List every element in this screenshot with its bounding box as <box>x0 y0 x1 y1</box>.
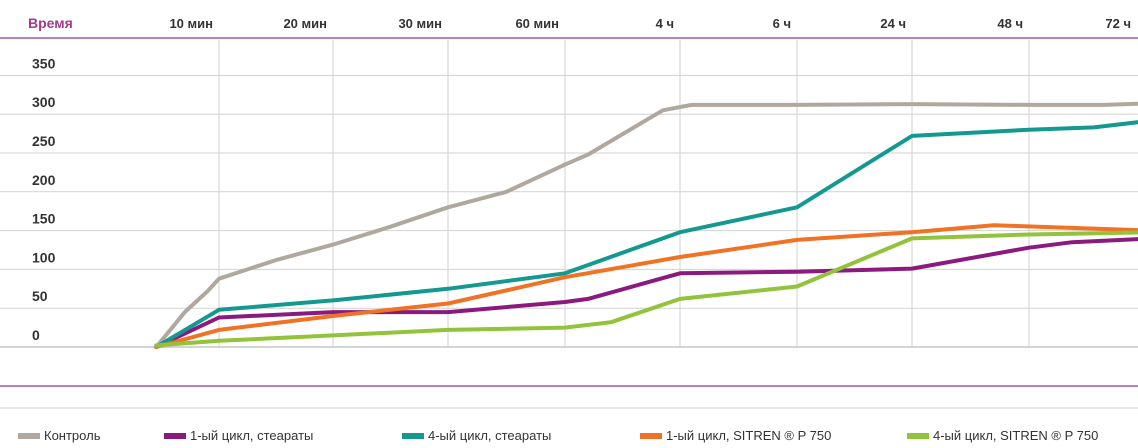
y-tick-label: 350 <box>32 55 56 71</box>
series-line <box>154 237 1138 349</box>
series-line <box>154 120 1138 349</box>
x-tick-label: 48 ч <box>997 16 1023 31</box>
legend-swatch <box>907 432 929 439</box>
legend-swatch <box>164 432 186 439</box>
y-tick-label: 250 <box>32 133 56 149</box>
x-tick-label: 20 мин <box>283 16 327 31</box>
x-tick-label: 30 мин <box>398 16 442 31</box>
y-tick-label: 100 <box>32 249 56 265</box>
x-tick-label: 4 ч <box>656 16 674 31</box>
tick-labels: 350 300 250 200 150 100 50 0 Время 10 мин 20 мин 30… <box>28 15 1131 343</box>
legend-swatch <box>402 432 424 439</box>
grid <box>0 40 1138 347</box>
legend-item: 4-ый цикл, стеараты <box>402 428 551 443</box>
legend-swatch <box>18 432 40 439</box>
legend-item: 1-ый цикл, стеараты <box>164 428 313 443</box>
x-tick-label: 6 ч <box>773 16 791 31</box>
series-line <box>154 223 1138 349</box>
y-tick-label: 0 <box>32 327 40 343</box>
legend-label: 1-ый цикл, SITREN ® P 750 <box>666 428 832 443</box>
legend-label: 4-ый цикл, стеараты <box>428 428 552 443</box>
series-lines <box>154 101 1138 349</box>
x-tick-label: 72 ч <box>1105 16 1131 31</box>
legend-item: 4-ый цикл, SITREN ® P 750 <box>907 428 1098 443</box>
axes <box>0 37 1138 409</box>
line-chart: 350 300 250 200 150 100 50 0 Время 10 мин 20 мин 30… <box>0 15 1138 409</box>
legend-item: Контроль <box>18 428 100 443</box>
y-tick-label: 300 <box>32 94 56 110</box>
legend-label: 1-ый цикл, стеараты <box>190 428 314 443</box>
series-line <box>154 230 1138 348</box>
legend-label: 4-ый цикл, SITREN ® P 750 <box>933 428 1099 443</box>
y-tick-label: 150 <box>32 211 56 227</box>
x-tick-label: 10 мин <box>169 16 213 31</box>
legend-item: 1-ый цикл, SITREN ® P 750 <box>640 428 831 443</box>
legend-swatch <box>640 432 662 439</box>
x-tick-label: 24 ч <box>880 16 906 31</box>
legend-label: Контроль <box>44 428 101 443</box>
y-tick-label: 50 <box>32 288 48 304</box>
x-tick-label: 60 мин <box>515 16 559 31</box>
y-tick-label: 200 <box>32 172 56 188</box>
x-axis-title: Время <box>28 15 73 31</box>
series-line <box>154 101 1138 349</box>
legend: Контроль 1-ый цикл, стеараты 4-ый цикл, ст… <box>0 428 1138 448</box>
